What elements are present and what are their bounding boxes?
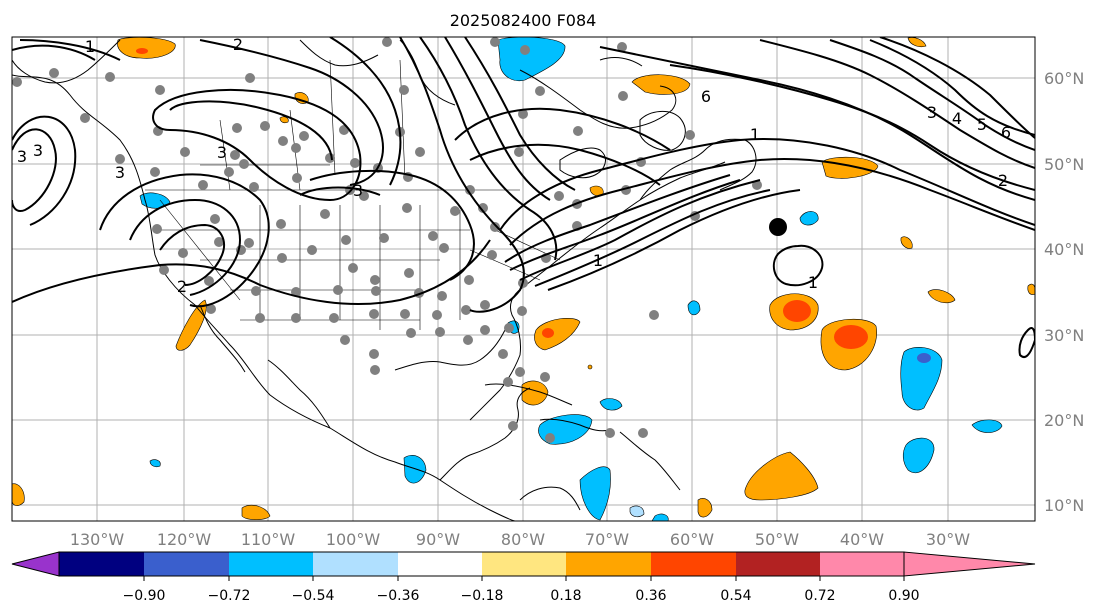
lon-label: 100°W	[326, 530, 381, 549]
colorbar-label: 0.18	[550, 588, 581, 604]
contour-label-group: 2 3 3 3 3 6 3 4 5 6 2 1 1 1 3 2 1	[17, 35, 1011, 296]
colorbar-bin	[59, 552, 144, 576]
colorbar-extend-low	[11, 551, 60, 577]
lon-label: 80°W	[501, 530, 545, 549]
colorbar-label: −0.90	[123, 588, 166, 604]
colorbar-bin	[651, 552, 736, 576]
colorbar-extend-high	[903, 551, 1036, 577]
colorbar-bin	[398, 552, 482, 576]
contour-label: 2	[233, 35, 243, 54]
contour-label: 3	[33, 141, 43, 160]
lon-label: 130°W	[70, 530, 125, 549]
map-title: 2025082400 F084	[450, 11, 597, 30]
colorbar-bin	[313, 552, 398, 576]
colorbar-label: −0.18	[461, 588, 504, 604]
colorbar-ticks	[143, 576, 905, 581]
map-frame	[11, 36, 1036, 522]
longitude-labels: 130°W 120°W 110°W 100°W 90°W 80°W 70°W 6…	[70, 530, 970, 549]
contour-label: 1	[808, 273, 818, 292]
map-gridlines	[12, 37, 1035, 521]
colorbar-bin	[820, 552, 904, 576]
colorbar-label: −0.72	[208, 588, 251, 604]
contour-lines	[12, 37, 1035, 358]
lon-label: 120°W	[157, 530, 212, 549]
lat-label: 10°N	[1044, 496, 1084, 515]
colorbar-label: 0.90	[888, 588, 919, 604]
contour-label: 3	[217, 143, 227, 162]
anomaly-shading	[12, 37, 1035, 521]
colorbar: −0.90 −0.72 −0.54 −0.36 −0.18 0.18 0.36 …	[11, 551, 1036, 604]
lon-label: 40°W	[840, 530, 884, 549]
contour-label: 2	[998, 171, 1008, 190]
lat-label: 30°N	[1044, 326, 1084, 345]
contour-label: 1	[750, 125, 760, 144]
contour-label: 1	[85, 37, 95, 56]
colorbar-bin	[229, 552, 313, 576]
colorbar-tick-labels: −0.90 −0.72 −0.54 −0.36 −0.18 0.18 0.36 …	[123, 588, 920, 604]
map-panel: 2 3 3 3 3 6 3 4 5 6 2 1 1 1 3 2 1	[11, 35, 1036, 522]
colorbar-bin	[566, 552, 651, 576]
state-boundaries	[145, 59, 561, 330]
lat-label: 50°N	[1044, 155, 1084, 174]
lon-label: 60°W	[670, 530, 714, 549]
lon-label: 90°W	[416, 530, 460, 549]
contour-label: 3	[115, 163, 125, 182]
lon-label: 30°W	[926, 530, 970, 549]
contour-label: 6	[701, 87, 711, 106]
contour-label: 2	[177, 277, 187, 296]
contour-label: 1	[593, 251, 603, 270]
colorbar-label: −0.54	[292, 588, 335, 604]
colorbar-label: 0.72	[804, 588, 835, 604]
lat-label: 60°N	[1044, 69, 1084, 88]
contour-label: 3	[927, 103, 937, 122]
contour-label: 6	[1001, 123, 1011, 142]
lat-label: 40°N	[1044, 240, 1084, 259]
contour-label: 3	[17, 147, 27, 166]
colorbar-bin	[144, 552, 229, 576]
coastlines	[12, 39, 757, 521]
latitude-labels: 60°N 50°N 40°N 30°N 20°N 10°N	[1044, 69, 1084, 515]
colorbar-bin	[736, 552, 820, 576]
colorbar-bin	[482, 552, 566, 576]
colorbar-label: −0.36	[377, 588, 420, 604]
lon-label: 110°W	[241, 530, 296, 549]
colorbar-label: 0.36	[635, 588, 666, 604]
contour-label: 3	[353, 181, 363, 200]
storm-center-marker	[769, 218, 787, 236]
lat-label: 20°N	[1044, 411, 1084, 430]
lon-label: 70°W	[585, 530, 629, 549]
lon-label: 50°W	[755, 530, 799, 549]
contour-label: 4	[952, 109, 962, 128]
colorbar-label: 0.54	[720, 588, 751, 604]
contour-label: 5	[977, 115, 987, 134]
